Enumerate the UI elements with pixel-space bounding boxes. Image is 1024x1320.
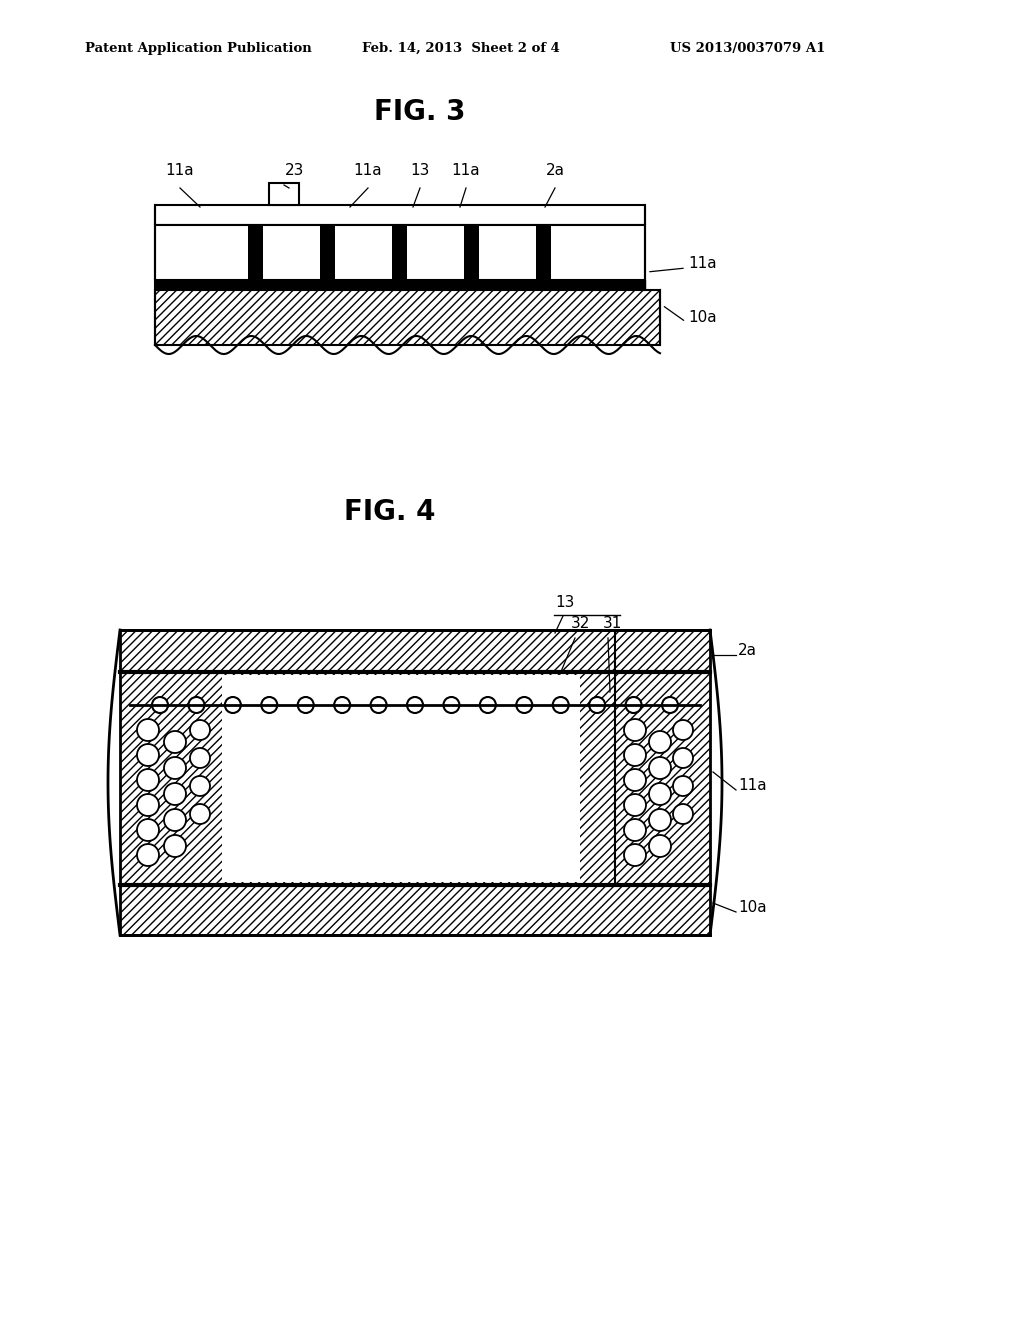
Circle shape	[649, 809, 671, 832]
Text: 11a: 11a	[688, 256, 717, 271]
Polygon shape	[335, 224, 392, 280]
Polygon shape	[407, 224, 464, 280]
Circle shape	[649, 783, 671, 805]
Circle shape	[188, 697, 205, 713]
Text: 11a: 11a	[738, 777, 767, 793]
Circle shape	[164, 836, 186, 857]
Circle shape	[649, 756, 671, 779]
Text: 10a: 10a	[738, 900, 767, 915]
Polygon shape	[263, 224, 319, 280]
Text: 13: 13	[411, 162, 430, 178]
Circle shape	[624, 843, 646, 866]
Polygon shape	[155, 290, 660, 345]
Circle shape	[553, 697, 568, 713]
Circle shape	[190, 719, 210, 741]
Circle shape	[662, 697, 678, 713]
Text: 11a: 11a	[353, 162, 382, 178]
Circle shape	[624, 719, 646, 741]
Polygon shape	[392, 224, 407, 280]
Circle shape	[589, 697, 605, 713]
Polygon shape	[222, 675, 580, 882]
Text: 2a: 2a	[546, 162, 564, 178]
Polygon shape	[269, 183, 299, 205]
Text: 23: 23	[286, 162, 305, 178]
Text: US 2013/0037079 A1: US 2013/0037079 A1	[670, 42, 825, 55]
Polygon shape	[464, 224, 479, 280]
Circle shape	[516, 697, 532, 713]
Circle shape	[137, 843, 159, 866]
Circle shape	[624, 818, 646, 841]
Circle shape	[152, 697, 168, 713]
Polygon shape	[319, 224, 335, 280]
Text: 31: 31	[602, 616, 622, 631]
Polygon shape	[120, 630, 710, 672]
Circle shape	[624, 744, 646, 766]
Polygon shape	[536, 224, 551, 280]
Polygon shape	[551, 224, 645, 280]
Circle shape	[626, 697, 642, 713]
Circle shape	[673, 776, 693, 796]
Text: FIG. 3: FIG. 3	[374, 98, 466, 125]
Circle shape	[164, 783, 186, 805]
Circle shape	[443, 697, 460, 713]
Polygon shape	[248, 224, 263, 280]
Circle shape	[164, 756, 186, 779]
Circle shape	[225, 697, 241, 713]
Text: FIG. 4: FIG. 4	[344, 498, 436, 525]
Circle shape	[137, 818, 159, 841]
Circle shape	[137, 770, 159, 791]
Circle shape	[673, 804, 693, 824]
Circle shape	[137, 795, 159, 816]
Circle shape	[624, 770, 646, 791]
Circle shape	[334, 697, 350, 713]
Text: 10a: 10a	[688, 310, 717, 325]
Circle shape	[137, 744, 159, 766]
Circle shape	[190, 804, 210, 824]
Text: 13: 13	[555, 595, 574, 610]
Polygon shape	[120, 884, 710, 935]
Circle shape	[649, 836, 671, 857]
Circle shape	[624, 795, 646, 816]
Circle shape	[673, 719, 693, 741]
Polygon shape	[479, 224, 536, 280]
Circle shape	[407, 697, 423, 713]
Circle shape	[137, 719, 159, 741]
Circle shape	[261, 697, 278, 713]
Text: Patent Application Publication: Patent Application Publication	[85, 42, 311, 55]
Circle shape	[298, 697, 313, 713]
Text: 11a: 11a	[452, 162, 480, 178]
Circle shape	[371, 697, 387, 713]
Circle shape	[480, 697, 496, 713]
Circle shape	[190, 776, 210, 796]
Circle shape	[164, 809, 186, 832]
Circle shape	[164, 731, 186, 752]
Text: 2a: 2a	[738, 643, 757, 657]
Polygon shape	[155, 205, 645, 224]
Circle shape	[190, 748, 210, 768]
Circle shape	[649, 731, 671, 752]
Text: 32: 32	[570, 616, 590, 631]
Polygon shape	[120, 672, 710, 884]
Text: Feb. 14, 2013  Sheet 2 of 4: Feb. 14, 2013 Sheet 2 of 4	[362, 42, 560, 55]
Polygon shape	[155, 224, 248, 280]
Circle shape	[673, 748, 693, 768]
Text: 11a: 11a	[166, 162, 195, 178]
